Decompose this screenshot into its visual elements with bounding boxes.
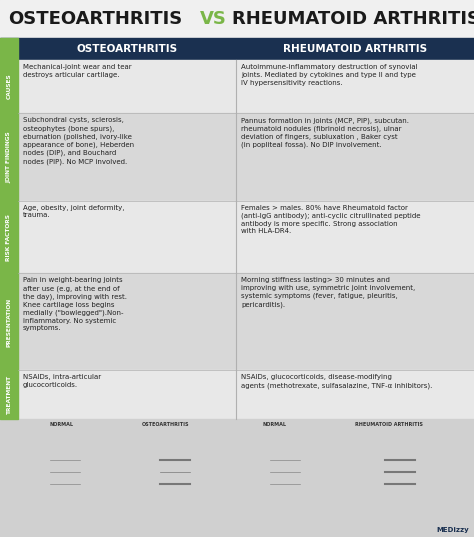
Text: CAUSES: CAUSES <box>7 74 11 99</box>
Text: OSTEOARTHRITIS: OSTEOARTHRITIS <box>76 44 178 54</box>
Text: MEDizzy: MEDizzy <box>436 527 469 533</box>
Text: Morning stiffness lasting> 30 minutes and
improving with use, symmetric joint in: Morning stiffness lasting> 30 minutes an… <box>241 278 415 308</box>
Text: RHEUMATOID ARTHRITIS: RHEUMATOID ARTHRITIS <box>232 10 474 28</box>
Text: Females > males. 80% have Rheumatoid factor
(anti-IgG antibody); anti-cyclic cit: Females > males. 80% have Rheumatoid fac… <box>241 205 420 235</box>
Bar <box>0 273 474 371</box>
Text: RHEUMATOID ARTHRITIS: RHEUMATOID ARTHRITIS <box>355 422 423 427</box>
Bar <box>0 60 18 113</box>
Text: Mechanical-joint wear and tear
destroys articular cartilage.: Mechanical-joint wear and tear destroys … <box>23 64 132 78</box>
Text: TREATMENT: TREATMENT <box>7 375 11 415</box>
Text: PRESENTATION: PRESENTATION <box>7 297 11 346</box>
Text: RISK FACTORS: RISK FACTORS <box>7 214 11 260</box>
Text: VS: VS <box>200 10 227 28</box>
Bar <box>0 371 18 419</box>
Bar <box>0 113 18 201</box>
Bar <box>0 273 18 371</box>
Bar <box>0 201 474 273</box>
Text: Age, obesity, joint deformity,
trauma.: Age, obesity, joint deformity, trauma. <box>23 205 125 219</box>
Bar <box>0 371 474 419</box>
Text: NORMAL: NORMAL <box>263 422 287 427</box>
Text: RHEUMATOID ARTHRITIS: RHEUMATOID ARTHRITIS <box>283 44 427 54</box>
Bar <box>0 113 474 201</box>
Bar <box>0 38 474 60</box>
Text: NSAIDs, glucocorticoids, disease-modifying
agents (methotrexate, sulfasalazine, : NSAIDs, glucocorticoids, disease-modifyi… <box>241 374 432 389</box>
Text: Autoimmune-inflammatory destruction of synovial
joints. Mediated by cytokines an: Autoimmune-inflammatory destruction of s… <box>241 64 418 85</box>
Text: Subchondral cysts, sclerosis,
osteophytes (bone spurs),
eburnation (polished, iv: Subchondral cysts, sclerosis, osteophyte… <box>23 118 134 165</box>
Text: OSTEOARTHRITIS: OSTEOARTHRITIS <box>8 10 182 28</box>
Bar <box>0 0 474 38</box>
Bar <box>0 38 18 60</box>
Text: Pannus formation in joints (MCP, PIP), subcutan.
rheumatoid nodules (fibrinoid n: Pannus formation in joints (MCP, PIP), s… <box>241 118 409 148</box>
Text: OSTEOARTHRITIS: OSTEOARTHRITIS <box>142 422 190 427</box>
Text: NSAIDs, intra-articular
glucocorticoids.: NSAIDs, intra-articular glucocorticoids. <box>23 374 101 388</box>
Bar <box>0 60 474 113</box>
Bar <box>0 419 474 537</box>
Text: NORMAL: NORMAL <box>50 422 73 427</box>
Bar <box>0 201 18 273</box>
Text: Pain in weight-bearing joints
after use (e.g, at the end of
the day), improving : Pain in weight-bearing joints after use … <box>23 278 127 331</box>
Text: JOINT FINDINGS: JOINT FINDINGS <box>7 131 11 183</box>
